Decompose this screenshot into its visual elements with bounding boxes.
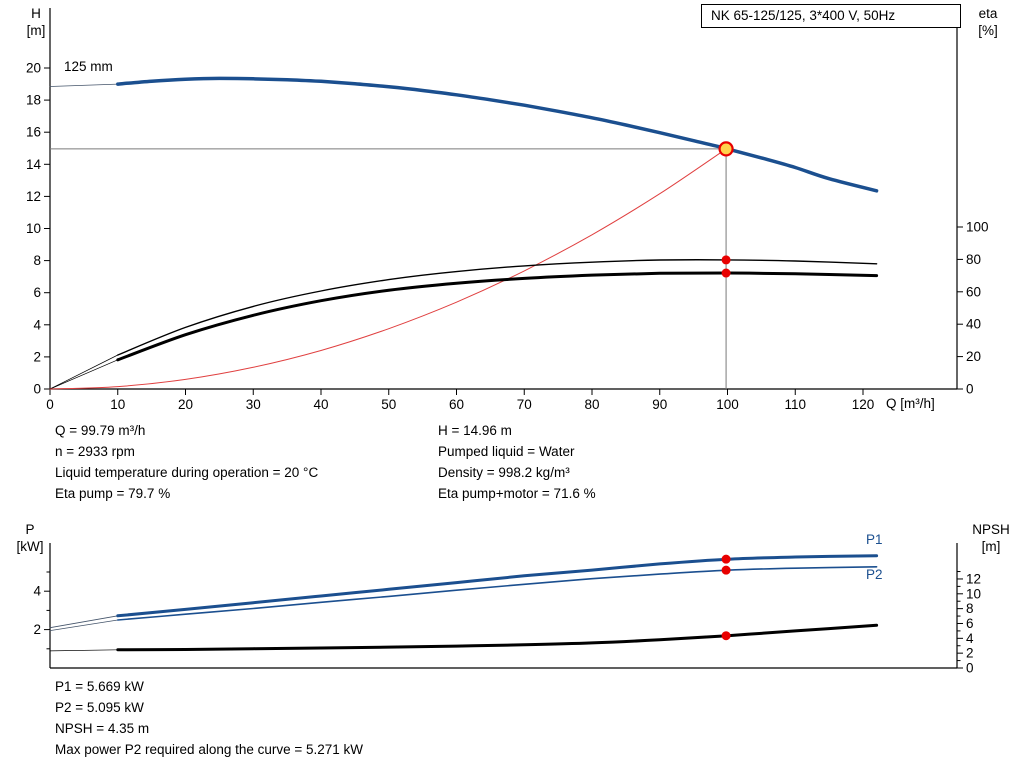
svg-text:100: 100 [966,220,989,235]
svg-text:20: 20 [178,397,193,412]
curve-eta-pump [117,259,878,356]
curve-NPSH [116,623,879,652]
svg-text:2: 2 [33,349,41,364]
curve-NPSH-lead [49,649,119,652]
p2-curve-label: P2 [866,567,883,582]
impeller-diameter-label: 125 mm [64,59,113,74]
svg-text:8: 8 [33,253,41,268]
npsh-axis-label: NPSH [m] [962,521,1020,555]
h-axis-name: H [31,6,41,21]
svg-text:12: 12 [966,571,981,586]
duty-dot [721,554,731,564]
svg-text:40: 40 [966,317,981,332]
curve-H [116,76,879,193]
svg-text:0: 0 [33,382,41,397]
info-liquid-temp: Liquid temperature during operation = 20… [55,465,319,480]
curve-eta-pump-lead [49,354,119,390]
svg-text:10: 10 [110,397,125,412]
curve-duty-parabola [49,148,727,390]
duty-dot [721,631,731,641]
svg-text:10: 10 [966,586,981,601]
svg-text:4: 4 [33,317,41,332]
svg-text:80: 80 [966,252,981,267]
svg-text:0: 0 [966,382,974,397]
eta-axis-name: eta [978,6,998,21]
curve-P2 [117,566,878,621]
info-density: Density = 998.2 kg/m³ [438,465,570,480]
pump-title-box: NK 65-125/125, 3*400 V, 50Hz [701,4,961,28]
p-axis-name: P [25,522,35,537]
q-axis-label: Q [m³/h] [886,396,935,411]
svg-text:12: 12 [26,189,41,204]
curve-P1-lead [49,615,119,629]
svg-text:100: 100 [716,397,739,412]
svg-text:20: 20 [26,61,41,76]
curve-P2-lead [49,619,119,631]
svg-text:80: 80 [584,397,599,412]
curve-eta-pump-motor-lead [49,359,119,390]
svg-text:14: 14 [26,157,42,172]
svg-text:6: 6 [966,616,974,631]
info-max-power: Max power P2 required along the curve = … [55,742,364,757]
curve-eta-pump-motor [116,271,879,362]
svg-text:110: 110 [784,397,806,412]
info-p2: P2 = 5.095 kW [55,700,144,715]
duty-dot [721,255,731,265]
svg-text:4: 4 [966,631,974,646]
eta-axis-unit: [%] [978,23,998,38]
duty-info-left: Q = 99.79 m³/h n = 2933 rpm Liquid tempe… [55,420,318,504]
svg-text:20: 20 [966,349,981,364]
info-npsh: NPSH = 4.35 m [55,721,150,736]
npsh-axis-unit: [m] [981,539,1001,554]
svg-text:50: 50 [381,397,396,412]
duty-point-marker [718,141,734,157]
info-pumped-liquid: Pumped liquid = Water [438,444,575,459]
duty-info-right: H = 14.96 m Pumped liquid = Water Densit… [438,420,596,504]
p-axis-unit: [kW] [16,539,44,554]
info-n: n = 2933 rpm [55,444,135,459]
svg-text:60: 60 [966,284,981,299]
svg-text:8: 8 [966,601,974,616]
h-axis-unit: [m] [26,23,46,38]
result-info: P1 = 5.669 kW P2 = 5.095 kW NPSH = 4.35 … [55,676,363,760]
svg-text:4: 4 [33,584,41,599]
duty-dot [721,268,731,278]
svg-text:120: 120 [852,397,875,412]
svg-text:40: 40 [313,397,328,412]
npsh-axis-name: NPSH [972,522,1010,537]
info-eta-pump: Eta pump = 79.7 % [55,486,171,501]
p1-curve-label: P1 [866,532,883,547]
h-axis-label: H [m] [16,5,56,39]
info-p1: P1 = 5.669 kW [55,679,144,694]
info-eta-pump-motor: Eta pump+motor = 71.6 % [438,486,596,501]
svg-text:16: 16 [26,125,41,140]
svg-text:10: 10 [26,221,41,236]
qh-eta-chart: 0 10 20 30 40 50 60 70 80 90 100 110 120 0 2 4 6 8 10 12 14 1… [26,8,989,412]
info-q: Q = 99.79 m³/h [55,423,146,438]
svg-text:2: 2 [966,646,974,661]
svg-text:0: 0 [46,397,54,412]
eta-axis-label: eta [%] [966,5,1010,39]
duty-dot [721,565,731,575]
svg-text:60: 60 [449,397,464,412]
p-axis-label: P [kW] [8,521,52,555]
svg-text:2: 2 [33,622,41,637]
curve-P1 [116,554,879,618]
info-h: H = 14.96 m [438,423,512,438]
svg-text:30: 30 [246,397,261,412]
svg-text:6: 6 [33,285,41,300]
svg-text:18: 18 [26,93,41,108]
svg-text:90: 90 [652,397,667,412]
svg-text:0: 0 [966,661,974,676]
svg-text:70: 70 [517,397,532,412]
curve-H-lead [49,83,119,87]
